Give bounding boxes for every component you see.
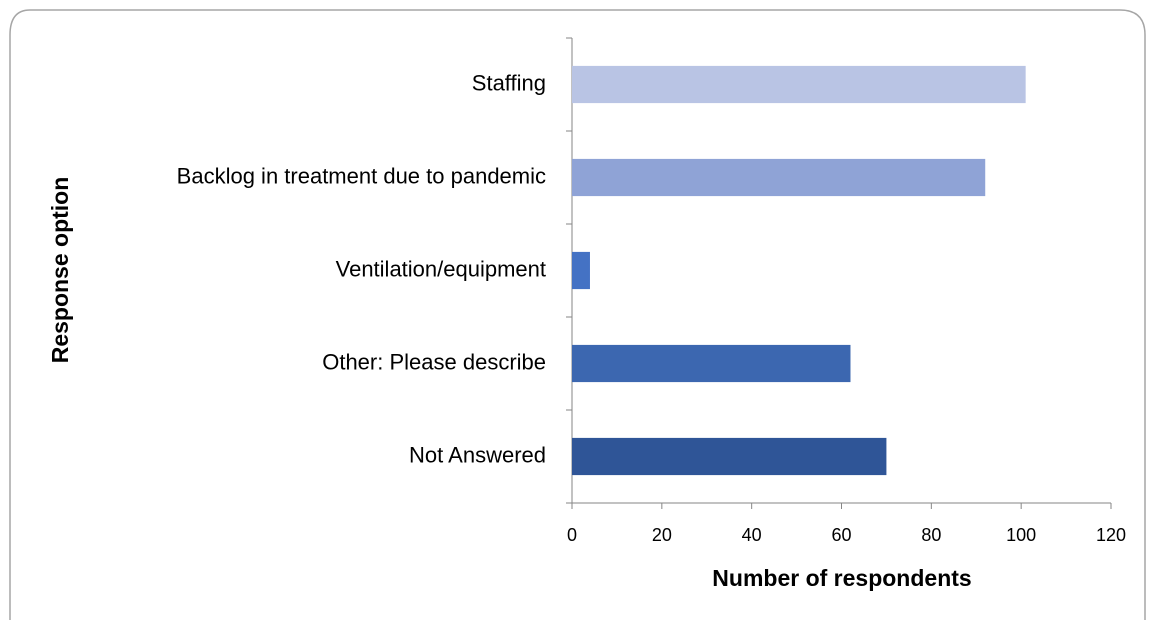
x-tick-label: 120 bbox=[1096, 525, 1126, 545]
bar bbox=[572, 251, 590, 290]
bar bbox=[572, 65, 1026, 104]
y-axis-title: Response option bbox=[47, 177, 73, 364]
frame bbox=[9, 9, 1146, 620]
bar bbox=[572, 344, 851, 383]
x-tick-label: 20 bbox=[652, 525, 672, 545]
y-tick-label: Ventilation/equipment bbox=[336, 256, 546, 281]
x-tick-label: 80 bbox=[921, 525, 941, 545]
x-tick-label: 60 bbox=[831, 525, 851, 545]
x-tick-label: 40 bbox=[742, 525, 762, 545]
y-tick-label: Not Answered bbox=[409, 442, 546, 467]
y-tick-label: Backlog in treatment due to pandemic bbox=[177, 163, 546, 188]
y-tick-label: Other: Please describe bbox=[322, 349, 546, 374]
bar bbox=[572, 437, 887, 476]
x-tick-label: 100 bbox=[1006, 525, 1036, 545]
x-axis-title: Number of respondents bbox=[712, 565, 971, 591]
bar bbox=[572, 158, 986, 197]
x-tick-label: 0 bbox=[567, 525, 577, 545]
y-tick-label: Staffing bbox=[472, 70, 546, 95]
